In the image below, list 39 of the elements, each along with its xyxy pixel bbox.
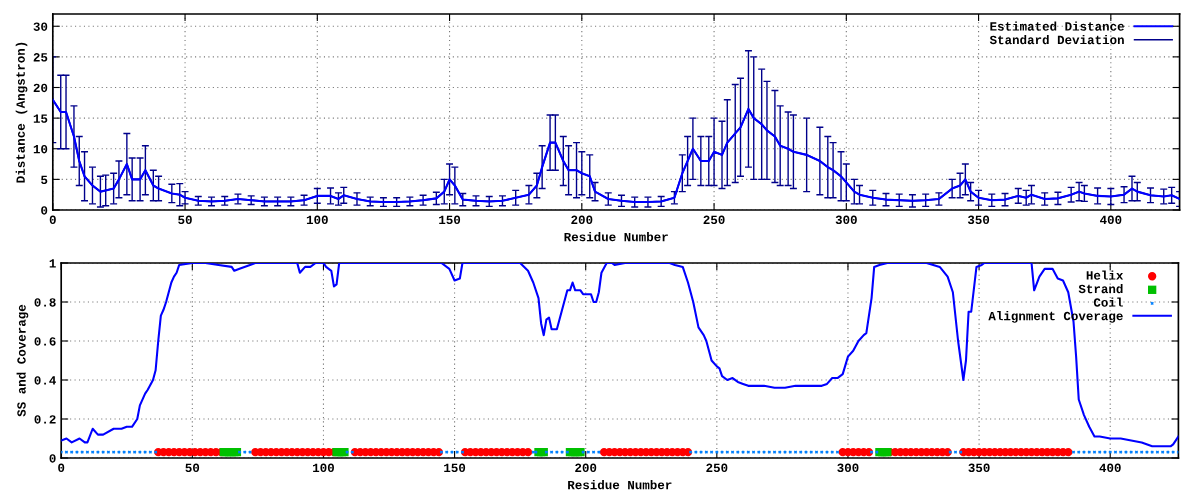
x-tick-label: 400 bbox=[1099, 463, 1121, 473]
x-axis-title: Residue Number bbox=[568, 480, 672, 490]
y-tick-label: 0 bbox=[41, 206, 48, 215]
x-tick-label: 150 bbox=[439, 215, 461, 225]
x-tick-label: 200 bbox=[575, 463, 597, 473]
y-tick-label: 0.2 bbox=[34, 415, 56, 424]
y-tick-label: 30 bbox=[33, 22, 48, 31]
x-tick-label: 200 bbox=[571, 215, 593, 225]
x-tick-label: 0 bbox=[58, 463, 65, 473]
x-tick-label: 250 bbox=[703, 215, 725, 225]
y-tick-label: 0.4 bbox=[34, 376, 56, 385]
y-axis-title: Distance (Angstron) bbox=[15, 42, 28, 183]
x-tick-label: 300 bbox=[835, 215, 857, 225]
x-tick-label: 350 bbox=[968, 463, 990, 473]
y-tick-label: 25 bbox=[33, 53, 48, 62]
x-tick-label: 350 bbox=[967, 215, 990, 225]
x-tick-label: 400 bbox=[1100, 215, 1122, 225]
legend-label: Estimated Distance bbox=[990, 21, 1124, 31]
x-tick-label: 250 bbox=[706, 463, 728, 473]
x-axis-title: Residue Number bbox=[564, 232, 668, 242]
legend-label: Coil bbox=[1093, 297, 1123, 307]
y-tick-label: 0 bbox=[49, 454, 56, 463]
y-tick-label: 5 bbox=[41, 175, 48, 185]
y-tick-label: 0.8 bbox=[34, 298, 56, 307]
y-tick-label: 20 bbox=[33, 83, 48, 93]
x-tick-label: 50 bbox=[178, 215, 192, 225]
x-tick-label: 50 bbox=[185, 463, 200, 473]
y-tick-label: 1 bbox=[49, 259, 56, 268]
legend-label: Strand bbox=[1078, 284, 1123, 294]
y-tick-label: 10 bbox=[33, 144, 48, 154]
y-tick-label: 0.6 bbox=[34, 337, 56, 346]
y-axis-title: SS and Coverage bbox=[16, 304, 29, 417]
x-tick-label: 300 bbox=[837, 463, 859, 473]
x-tick-label: 150 bbox=[444, 463, 466, 473]
legend-label: Standard Deviation bbox=[989, 35, 1124, 45]
x-tick-label: 100 bbox=[306, 215, 328, 225]
y-tick-label: 15 bbox=[33, 114, 48, 123]
legend-label: Helix bbox=[1086, 270, 1124, 280]
x-tick-label: 100 bbox=[313, 463, 334, 473]
